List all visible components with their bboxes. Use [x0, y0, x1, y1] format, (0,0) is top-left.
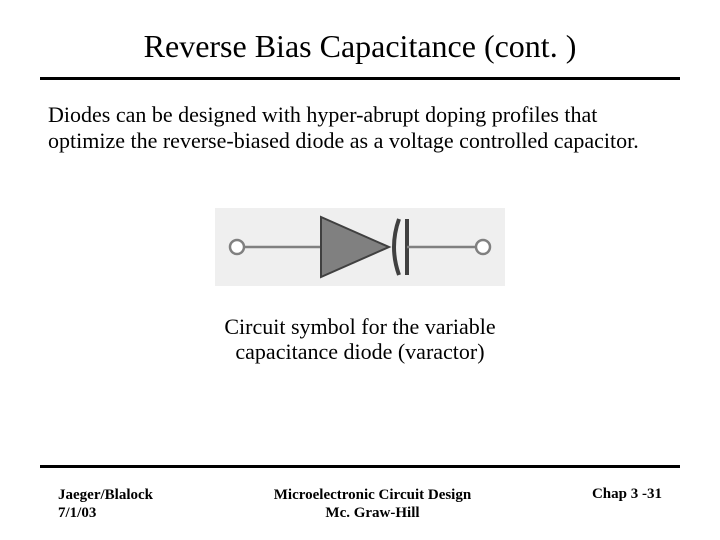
slide-footer: Jaeger/Blalock 7/1/03 Microelectronic Ci… — [0, 486, 720, 522]
footer-left: Jaeger/Blalock 7/1/03 — [58, 486, 153, 522]
caption-line-1: Circuit symbol for the variable — [224, 314, 495, 339]
footer-date: 7/1/03 — [58, 505, 96, 521]
caption-line-2: capacitance diode (varactor) — [235, 339, 484, 364]
page-title: Reverse Bias Capacitance (cont. ) — [0, 0, 720, 77]
footer-publisher: Mc. Graw-Hill — [325, 505, 419, 521]
footer-page-ref: Chap 3 -31 — [592, 486, 662, 502]
horizontal-rule-bottom — [40, 465, 680, 468]
footer-book-title: Microelectronic Circuit Design — [274, 487, 471, 503]
figure-caption: Circuit symbol for the variable capacita… — [0, 314, 720, 365]
footer-center: Microelectronic Circuit Design Mc. Graw-… — [274, 486, 471, 522]
varactor-symbol-icon — [215, 208, 505, 286]
footer-right: Chap 3 -31 — [592, 486, 662, 503]
body-paragraph: Diodes can be designed with hyper-abrupt… — [48, 102, 672, 154]
horizontal-rule-top — [40, 77, 680, 80]
footer-authors: Jaeger/Blalock — [58, 487, 153, 503]
varactor-symbol-figure — [0, 208, 720, 286]
